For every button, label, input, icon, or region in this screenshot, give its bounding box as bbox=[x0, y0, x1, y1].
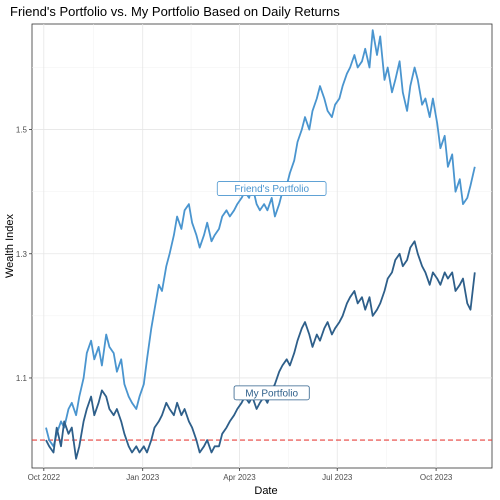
y-tick-label: 1.1 bbox=[16, 374, 28, 383]
series-line-friends-portfolio bbox=[45, 29, 476, 448]
axis-layer: 1.1 1.3 1.5 Oct 2022 Jan 2023 Apr 2023 Jul 202… bbox=[16, 126, 453, 482]
x-tick-label: Jan 2023 bbox=[126, 473, 159, 482]
x-tick-label: Jul 2023 bbox=[322, 473, 353, 482]
series-label-text: My Portfolio bbox=[245, 388, 298, 399]
series-label-friends-portfolio: Friend's Portfolio bbox=[216, 181, 327, 196]
plot-panel bbox=[31, 23, 493, 469]
series-label-box bbox=[233, 385, 310, 401]
x-tick-label: Apr 2023 bbox=[223, 473, 256, 482]
chart-title: Friend's Portfolio vs. My Portfolio Base… bbox=[10, 4, 340, 19]
series-line-my-portfolio bbox=[45, 240, 476, 460]
series-layer bbox=[45, 29, 476, 460]
series-label-text: Friend's Portfolio bbox=[234, 184, 309, 195]
y-axis-title: Wealth Index bbox=[4, 214, 16, 279]
series-label-box bbox=[216, 181, 327, 196]
series-label-my-portfolio: My Portfolio bbox=[233, 385, 310, 401]
x-axis-title: Date bbox=[254, 485, 277, 497]
y-tick-label: 1.3 bbox=[16, 250, 28, 259]
x-tick-label: Oct 2023 bbox=[420, 473, 453, 482]
x-tick-label: Oct 2022 bbox=[28, 473, 61, 482]
series-label-layer: Friend's Portfolio My Portfolio bbox=[216, 181, 327, 401]
y-tick-label: 1.5 bbox=[16, 126, 28, 135]
